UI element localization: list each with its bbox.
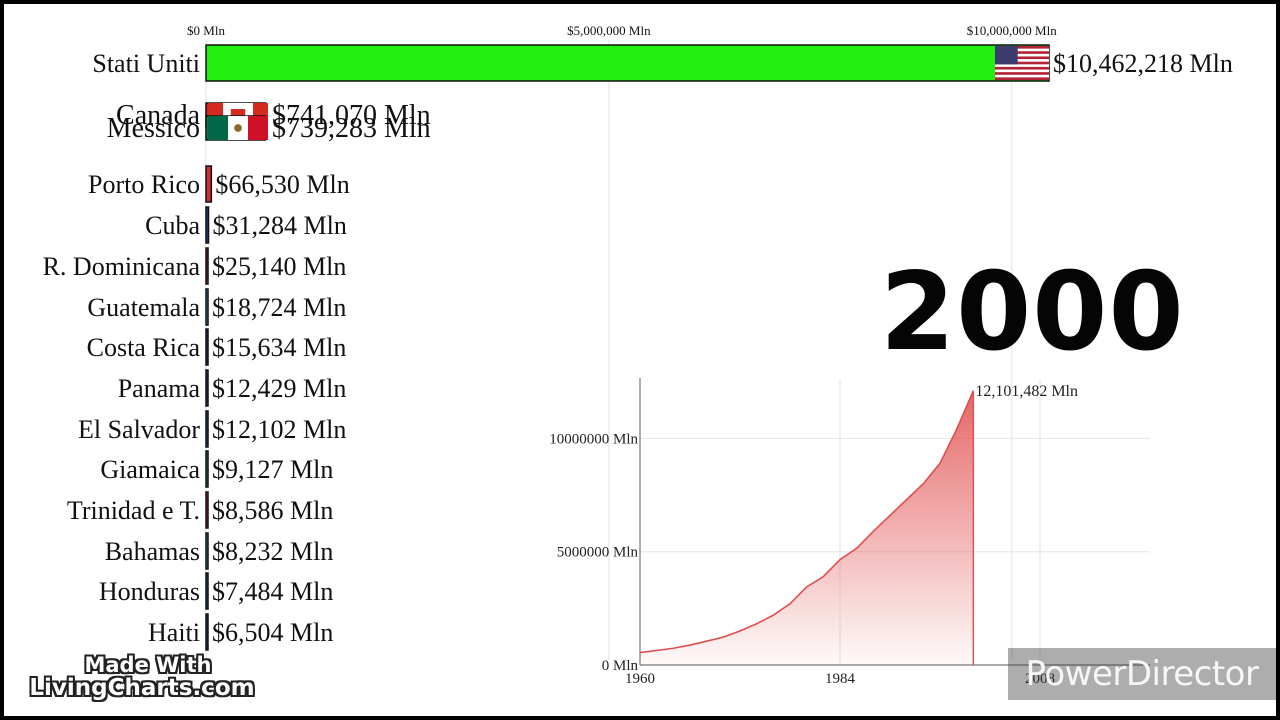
bar-country-label-3: Porto Rico xyxy=(88,170,200,199)
bar-value-label-5: $25,140 Mln xyxy=(212,252,346,281)
bar-rect-9 xyxy=(205,410,209,448)
bar-costa-rica: Costa Rica $15,634 Mln xyxy=(87,328,346,366)
bar-value-label-12: $8,232 Mln xyxy=(212,537,333,566)
bar-rect-12 xyxy=(205,532,209,570)
bar-porto-rico: Porto Rico $66,530 Mln xyxy=(88,165,350,203)
bar-rect-8 xyxy=(205,369,209,407)
bar-canada: Canada $741,070 Mln xyxy=(116,100,431,131)
area-x-tick-label-2: 2008 xyxy=(1025,671,1055,687)
bar-value-label-4: $31,284 Mln xyxy=(213,211,347,240)
bar-value-label-0: $10,462,218 Mln xyxy=(1053,49,1233,78)
bar-value-label-3: $66,530 Mln xyxy=(215,170,349,199)
bar-rect-6 xyxy=(205,288,209,326)
bar-rect-14 xyxy=(205,613,209,651)
bar-rect-5 xyxy=(205,247,209,285)
made-with-line1: Made With xyxy=(84,653,212,677)
bar-country-label-1: Canada xyxy=(116,100,201,131)
bar-rect-10 xyxy=(205,450,209,488)
powerdirector-watermark: PowerDirector xyxy=(1008,648,1276,700)
made-with-livingcharts-logo: Made With LivingCharts.com xyxy=(18,654,278,700)
bar-value-label-2: $739,283 Mln xyxy=(272,113,431,144)
bar-el-salvador: El Salvador $12,102 Mln xyxy=(78,410,346,448)
bar-stati-uniti: Stati Uniti $10,462,218 Mln xyxy=(92,44,1233,82)
bar-panama: Panama $12,429 Mln xyxy=(118,369,346,407)
bar-value-label-8: $12,429 Mln xyxy=(212,374,346,403)
bar-country-label-4: Cuba xyxy=(145,211,200,240)
bar-bahamas: Bahamas $8,232 Mln xyxy=(105,532,333,570)
bar-country-label-12: Bahamas xyxy=(105,537,200,566)
bar-country-label-13: Honduras xyxy=(99,577,200,606)
bar-value-label-11: $8,586 Mln xyxy=(212,496,333,525)
current-year-label: 2000 xyxy=(880,250,1185,375)
bar-honduras: Honduras $7,484 Mln xyxy=(99,572,333,610)
bar-country-label-0: Stati Uniti xyxy=(92,49,200,78)
flag-usa-icon xyxy=(995,46,1049,80)
bar-rect-7 xyxy=(205,328,209,366)
bar-value-label-6: $18,724 Mln xyxy=(212,293,346,322)
bar-giamaica: Giamaica $9,127 Mln xyxy=(100,450,333,488)
bar-messico: Messico $739,283 Mln xyxy=(107,113,431,144)
bar-tick-label-1: $5,000,000 Mln xyxy=(567,23,651,38)
area-x-tick-label-0: 1960 xyxy=(625,671,655,687)
bar-country-label-5: R. Dominicana xyxy=(43,252,201,281)
bar-rect-3 xyxy=(205,165,213,203)
bar-country-label-6: Guatemala xyxy=(87,293,200,322)
area-y-tick-label-2: 10000000 Mln xyxy=(549,431,638,447)
bar-value-label-13: $7,484 Mln xyxy=(212,577,333,606)
bar-rect-13 xyxy=(205,572,209,610)
area-x-tick-label-1: 1984 xyxy=(825,671,856,687)
bar-tick-label-0: $0 Mln xyxy=(187,23,225,38)
bar-value-label-14: $6,504 Mln xyxy=(212,618,333,647)
bar-trinidad-e-t: Trinidad e T. $8,586 Mln xyxy=(67,491,333,529)
bar-country-label-9: El Salvador xyxy=(78,415,200,444)
bar-haiti: Haiti $6,504 Mln xyxy=(148,613,333,651)
bar-rect-11 xyxy=(205,491,209,529)
bar-value-label-10: $9,127 Mln xyxy=(212,455,333,484)
area-end-value-label: 12,101,482 Mln xyxy=(975,383,1078,400)
flag-mexico-icon xyxy=(208,116,268,140)
bar-cuba: Cuba $31,284 Mln xyxy=(145,206,347,244)
bar-value-label-7: $15,634 Mln xyxy=(212,333,346,362)
bar-guatemala: Guatemala $18,724 Mln xyxy=(87,288,346,326)
bar-value-label-1: $741,070 Mln xyxy=(272,100,431,131)
area-fill xyxy=(640,390,974,665)
bar-rect-0 xyxy=(205,44,1050,82)
bar-tick-label-2: $10,000,000 Mln xyxy=(967,23,1057,38)
made-with-line2: LivingCharts.com xyxy=(29,675,255,702)
bar-country-label-11: Trinidad e T. xyxy=(67,496,200,525)
bar-country-label-2: Messico xyxy=(107,113,200,144)
area-series-line xyxy=(639,390,975,654)
bar-country-label-10: Giamaica xyxy=(100,455,200,484)
area-y-tick-label-0: 0 Mln xyxy=(602,658,639,674)
bar-country-label-14: Haiti xyxy=(148,618,200,647)
bar-country-label-8: Panama xyxy=(118,374,201,403)
bar-country-label-7: Costa Rica xyxy=(87,333,201,362)
area-y-tick-label-1: 5000000 Mln xyxy=(557,545,639,561)
bar-rect-4 xyxy=(205,206,210,244)
bar-r-dominicana: R. Dominicana $25,140 Mln xyxy=(43,247,346,285)
bar-value-label-9: $12,102 Mln xyxy=(212,415,346,444)
